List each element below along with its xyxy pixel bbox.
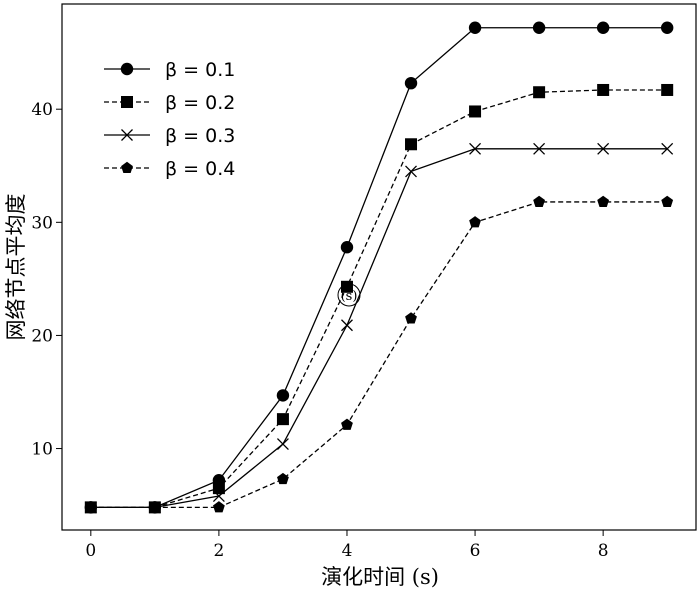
series-4-point xyxy=(597,195,610,207)
series-4-point xyxy=(84,501,97,513)
legend-marker xyxy=(121,161,133,174)
series-4-point xyxy=(277,472,289,485)
annotation-label: (s) xyxy=(341,289,358,304)
series-1-point xyxy=(404,76,418,90)
series-3 xyxy=(84,142,674,514)
series-3-point xyxy=(405,165,417,178)
x-tick-label: 6 xyxy=(470,541,481,561)
annotation-circle xyxy=(337,283,361,307)
series-4-point xyxy=(469,216,481,228)
series-1-point xyxy=(340,241,354,254)
legend-label: β = 0.1 xyxy=(165,59,235,81)
legend-label: β = 0.3 xyxy=(165,125,235,147)
series-1-point xyxy=(596,21,610,34)
legend-marker xyxy=(121,96,133,108)
y-tick-label: 40 xyxy=(31,100,53,120)
x-tick-label: 8 xyxy=(598,541,609,561)
y-tick-label: 10 xyxy=(31,440,53,460)
series-4 xyxy=(84,195,674,513)
series-4-point xyxy=(405,312,417,324)
series-1-point xyxy=(660,21,674,34)
y-tick-label: 20 xyxy=(31,326,53,346)
series-3-line xyxy=(90,148,668,509)
series-3-point xyxy=(661,142,674,155)
series-3-point xyxy=(469,142,482,155)
x-axis-label: 演化时间 (s) xyxy=(321,565,439,589)
series-2-point xyxy=(661,83,674,96)
annotation-mark: (s) xyxy=(337,283,361,307)
legend-marker xyxy=(121,129,133,141)
legend-entry: β = 0.1 xyxy=(104,59,235,81)
series-layer xyxy=(84,21,674,514)
series-4-line xyxy=(90,201,668,509)
series-4-point xyxy=(533,195,545,207)
series-3-point xyxy=(341,319,353,332)
series-3-point xyxy=(533,142,546,155)
series-1-point xyxy=(276,389,290,402)
series-2-point xyxy=(276,413,289,426)
series-1 xyxy=(84,21,674,514)
x-tick-label: 0 xyxy=(85,541,96,561)
legend-entry: β = 0.2 xyxy=(104,92,235,114)
legend-entry: β = 0.3 xyxy=(104,125,235,147)
series-1-point xyxy=(468,21,482,34)
x-tick-label: 4 xyxy=(342,541,353,561)
series-2-line xyxy=(90,89,668,509)
series-2-point xyxy=(212,482,225,495)
y-tick-label: 30 xyxy=(31,213,53,233)
series-4-point xyxy=(148,501,161,513)
plot-frame xyxy=(61,3,697,531)
series-4-point xyxy=(341,418,353,430)
y-axis-label: 网络节点平均度 xyxy=(4,194,28,341)
series-3-point xyxy=(276,438,289,450)
series-2-point xyxy=(533,86,546,99)
x-tick-label: 2 xyxy=(213,541,224,561)
legend-label: β = 0.2 xyxy=(165,92,235,114)
series-3-point xyxy=(212,490,225,503)
legend-entry: β = 0.4 xyxy=(104,158,235,180)
series-2-point xyxy=(469,105,482,118)
series-3-point xyxy=(597,142,610,155)
legend: β = 0.1 β = 0.2 β = 0.3 β = 0.4 xyxy=(104,59,235,180)
legend-label: β = 0.4 xyxy=(165,158,235,180)
series-1-line xyxy=(90,27,668,509)
legend-marker xyxy=(120,62,134,76)
series-4-point xyxy=(213,501,225,513)
series-1-point xyxy=(532,21,546,34)
series-4-point xyxy=(661,195,674,207)
series-2-point xyxy=(597,83,610,96)
axis-layer: 0 2 4 6 8 10 20 30 40 xyxy=(31,100,608,561)
series-2-point xyxy=(405,138,418,151)
